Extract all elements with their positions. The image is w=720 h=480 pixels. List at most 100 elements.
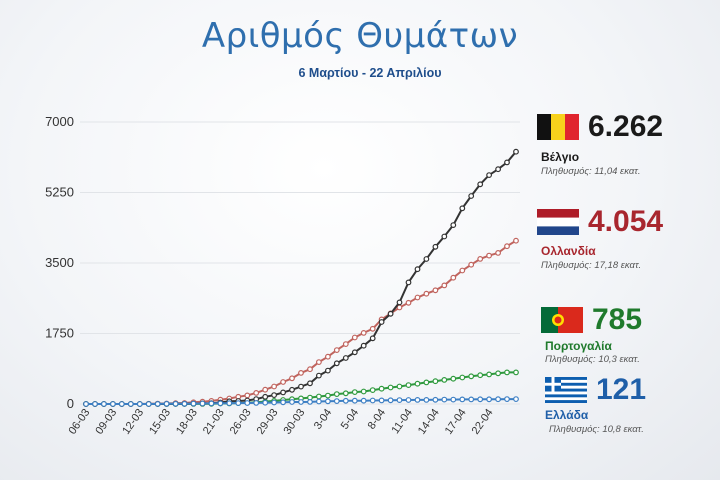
- data-point: [450, 274, 457, 281]
- x-tick-label: 3-04: [312, 407, 334, 432]
- data-point: [244, 392, 251, 399]
- data-point: [280, 389, 287, 396]
- data-point: [513, 237, 519, 244]
- x-tick-label: 29-03: [255, 407, 281, 437]
- legend-value: 785: [592, 303, 643, 336]
- data-point: [342, 341, 349, 348]
- data-point: [513, 369, 519, 376]
- data-point: [280, 379, 287, 385]
- legend-value: 121: [596, 373, 647, 406]
- x-axis-ticks: 06-03 09-03 12-03 15-03 18-03 21-03 26-03 29-03…: [66, 407, 495, 437]
- legend-population: Πληθυσμός: 10,8 εκατ.: [549, 424, 644, 435]
- data-point: [387, 384, 394, 391]
- flag-belgium-icon: [537, 114, 579, 140]
- data-point: [253, 390, 260, 396]
- data-point: [342, 390, 349, 397]
- data-point: [378, 385, 385, 392]
- data-point: [477, 256, 484, 262]
- data-point: [504, 243, 510, 250]
- x-tick-label: 12-03: [120, 407, 146, 437]
- data-point: [405, 397, 412, 403]
- data-point: [459, 374, 466, 381]
- y-tick-label: 7000: [45, 114, 74, 129]
- x-tick-label: 06-03: [66, 407, 92, 437]
- data-point: [450, 222, 457, 229]
- series-layer: [83, 148, 519, 407]
- data-point: [360, 397, 367, 404]
- data-point: [262, 386, 269, 393]
- y-tick-label: 1750: [45, 326, 74, 341]
- data-point: [262, 393, 269, 400]
- data-point: [441, 282, 448, 289]
- data-point: [235, 400, 242, 407]
- x-tick-label: 21-03: [201, 407, 227, 437]
- data-point: [307, 380, 313, 387]
- data-point: [405, 279, 412, 286]
- data-point: [504, 396, 510, 403]
- x-tick-label: 5-04: [339, 407, 361, 432]
- legend-population: Πληθυσμός: 10,3 εκατ.: [545, 354, 640, 365]
- data-point: [459, 205, 466, 212]
- data-point: [289, 375, 295, 382]
- data-point: [486, 252, 493, 259]
- data-point: [369, 397, 376, 404]
- x-tick-label: 22-04: [470, 407, 496, 437]
- data-point: [360, 330, 367, 336]
- data-point: [486, 396, 493, 403]
- data-point: [298, 383, 304, 390]
- data-point: [244, 400, 251, 406]
- data-point: [459, 267, 466, 274]
- x-tick-label: 30-03: [281, 407, 307, 437]
- data-point: [432, 378, 439, 385]
- data-point: [360, 342, 367, 349]
- data-point: [414, 266, 421, 273]
- data-point: [369, 325, 376, 332]
- data-point: [253, 400, 260, 406]
- data-point: [271, 392, 278, 399]
- data-point: [423, 397, 430, 403]
- data-point: [109, 401, 116, 407]
- data-point: [127, 401, 134, 407]
- data-point: [226, 400, 233, 407]
- data-point: [396, 299, 403, 306]
- legend-value: 4.054: [588, 205, 664, 238]
- data-point: [360, 388, 367, 395]
- data-point: [342, 397, 349, 404]
- data-point: [289, 386, 295, 393]
- legend-population: Πληθυσμός: 17,18 εκατ.: [541, 260, 642, 271]
- data-point: [468, 373, 475, 380]
- data-point: [298, 370, 304, 376]
- data-point: [271, 399, 278, 406]
- data-point: [262, 399, 269, 406]
- data-point: [351, 397, 358, 404]
- data-point: [495, 166, 502, 173]
- data-point: [118, 401, 125, 407]
- data-point: [217, 400, 224, 407]
- y-tick-label: 5250: [45, 185, 74, 200]
- data-point: [333, 360, 340, 367]
- data-point: [378, 397, 385, 404]
- x-tick-label: 11-04: [389, 407, 415, 436]
- data-point: [316, 393, 322, 400]
- data-point: [486, 371, 493, 378]
- data-point: [325, 367, 331, 374]
- legend-country: Ελλάδα: [545, 408, 589, 422]
- x-tick-label: 14-04: [416, 407, 442, 437]
- data-point: [477, 181, 484, 188]
- data-point: [92, 401, 98, 407]
- y-axis-ticks: 0 1750 3500 5250 7000: [45, 114, 74, 411]
- data-point: [351, 349, 358, 356]
- flag-greece-icon: [545, 377, 587, 403]
- data-point: [441, 396, 448, 403]
- data-point: [316, 372, 322, 379]
- data-point: [378, 319, 385, 325]
- legend-population: Πληθυσμός: 11,04 εκατ.: [541, 166, 641, 177]
- data-point: [307, 366, 313, 373]
- data-point: [495, 370, 502, 377]
- flag-netherlands-icon: [537, 209, 579, 235]
- data-point: [468, 396, 475, 403]
- data-point: [414, 294, 421, 301]
- data-point: [172, 400, 179, 407]
- y-tick-label: 0: [67, 396, 74, 411]
- data-point: [432, 287, 439, 294]
